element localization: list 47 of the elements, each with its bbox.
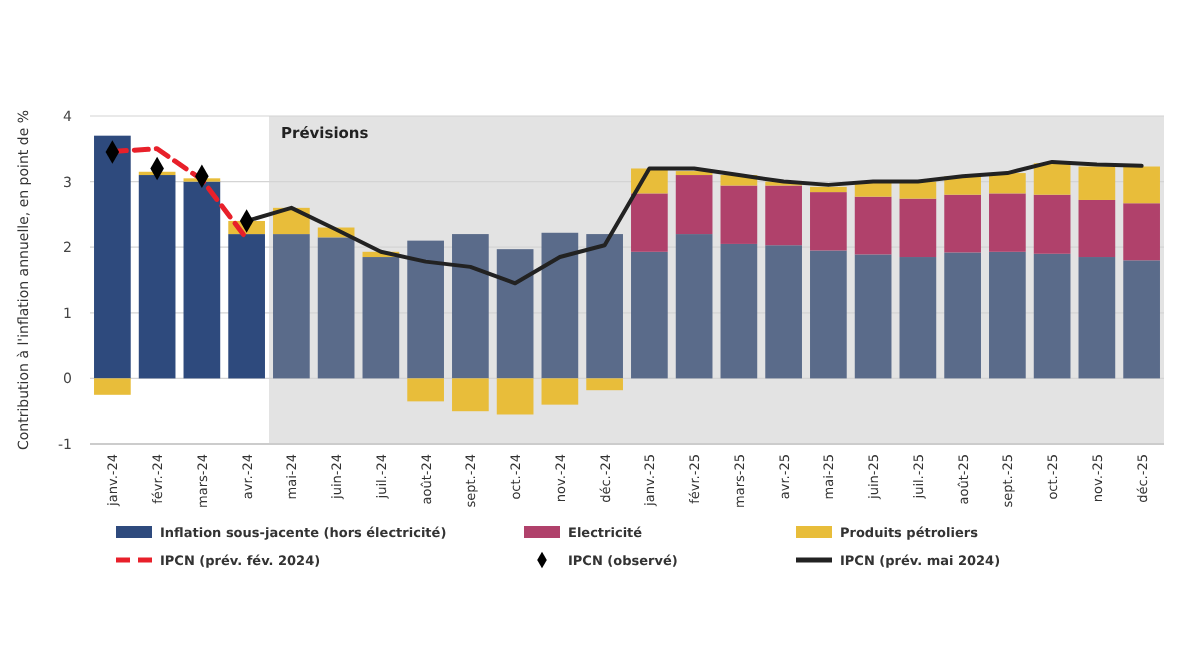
bar	[94, 135, 131, 379]
bar	[989, 193, 1026, 252]
bar	[541, 378, 579, 405]
bar	[765, 185, 802, 246]
bar	[407, 240, 444, 379]
bar	[944, 252, 981, 379]
bar	[94, 378, 131, 395]
bar	[899, 198, 937, 258]
bar	[765, 245, 802, 379]
bar	[1033, 163, 1071, 195]
bar	[496, 249, 534, 379]
bar	[452, 234, 489, 379]
bar	[810, 192, 847, 251]
bar	[138, 175, 176, 379]
bar	[496, 378, 534, 415]
bar	[586, 234, 623, 379]
bar	[675, 234, 713, 379]
bar	[720, 243, 758, 379]
bar	[989, 251, 1026, 379]
bar	[1123, 166, 1160, 204]
bar	[362, 257, 400, 379]
bar	[675, 175, 713, 235]
bar	[273, 234, 310, 379]
bar	[944, 194, 981, 253]
bar	[989, 173, 1026, 194]
bar	[586, 378, 623, 391]
bar	[1078, 199, 1116, 258]
bar	[854, 254, 892, 379]
bar	[1078, 257, 1116, 379]
bar	[631, 193, 668, 252]
bar	[1033, 253, 1071, 379]
bar	[631, 251, 668, 379]
bar	[899, 257, 937, 379]
bar	[1078, 166, 1116, 200]
bar	[452, 378, 489, 412]
bar	[854, 196, 892, 255]
bar	[720, 185, 758, 244]
bar	[1123, 260, 1160, 379]
bar	[407, 378, 444, 402]
bar	[541, 232, 579, 379]
bar	[317, 237, 355, 379]
bar	[1033, 194, 1071, 254]
bar	[228, 234, 265, 379]
bar	[183, 181, 221, 379]
bar	[1123, 203, 1160, 261]
bar	[810, 186, 847, 193]
bar	[810, 250, 847, 379]
